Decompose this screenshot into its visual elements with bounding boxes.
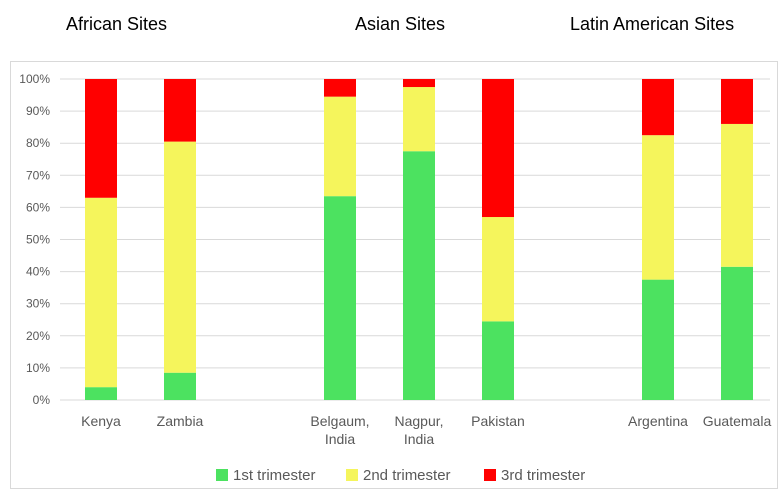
legend-label: 2nd trimester <box>363 467 451 484</box>
y-tick-label: 50% <box>26 233 50 247</box>
y-tick-label: 100% <box>19 72 50 86</box>
legend: 1st trimester 2nd trimester 3rd trimester <box>216 467 585 484</box>
x-tick-label: Kenya <box>81 413 121 429</box>
bar-segment <box>85 387 117 400</box>
bar-segment <box>482 321 514 400</box>
bar-segment <box>164 141 196 373</box>
x-tick-label: Zambia <box>157 413 204 429</box>
bar-segment <box>403 87 435 152</box>
x-tick-label: Nagpur, <box>394 413 443 429</box>
bar-segment <box>85 79 117 198</box>
bar-segment <box>721 79 753 124</box>
x-tick-label: Pakistan <box>471 413 525 429</box>
x-tick-label: Argentina <box>628 413 688 429</box>
y-tick-label: 40% <box>26 265 50 279</box>
group-title-latin: Latin American Sites <box>570 14 735 34</box>
y-tick-label: 80% <box>26 136 50 150</box>
bar-segment <box>642 135 674 280</box>
bar-segment <box>403 79 435 88</box>
bars <box>85 79 753 400</box>
bar-segment <box>642 279 674 400</box>
legend-label: 3rd trimester <box>501 467 585 484</box>
bar-segment <box>164 79 196 142</box>
y-tick-label: 20% <box>26 329 50 343</box>
y-tick-label: 30% <box>26 297 50 311</box>
legend-label: 1st trimester <box>233 467 316 484</box>
x-tick-label: Belgaum, <box>310 413 369 429</box>
bar-segment <box>324 96 356 197</box>
bar-segment <box>85 197 117 388</box>
bar-segment <box>482 217 514 322</box>
y-tick-label: 90% <box>26 104 50 118</box>
legend-swatch <box>484 469 496 481</box>
chart-frame <box>10 61 778 489</box>
axis-labels: 0% 10% 20% 30% 40% 50% 60% 70% 80% 90% 100% Kenya Za… <box>19 72 771 447</box>
x-tick-label: India <box>325 431 356 447</box>
bar-segment <box>642 79 674 136</box>
bar-segment <box>403 151 435 400</box>
y-tick-label: 60% <box>26 200 50 214</box>
x-tick-label: India <box>404 431 435 447</box>
y-tick-label: 10% <box>26 361 50 375</box>
bar-segment <box>721 123 753 267</box>
y-tick-label: 0% <box>33 393 51 407</box>
legend-swatch <box>216 469 228 481</box>
y-tick-label: 70% <box>26 168 50 182</box>
bar-segment <box>164 372 196 400</box>
bar-segment <box>482 79 514 218</box>
group-title-african: African Sites <box>66 14 168 34</box>
x-tick-label: Guatemala <box>703 413 772 429</box>
bar-segment <box>324 196 356 400</box>
group-title-asian: Asian Sites <box>355 14 446 34</box>
legend-swatch <box>346 469 358 481</box>
bar-segment <box>324 79 356 97</box>
bar-segment <box>721 266 753 400</box>
